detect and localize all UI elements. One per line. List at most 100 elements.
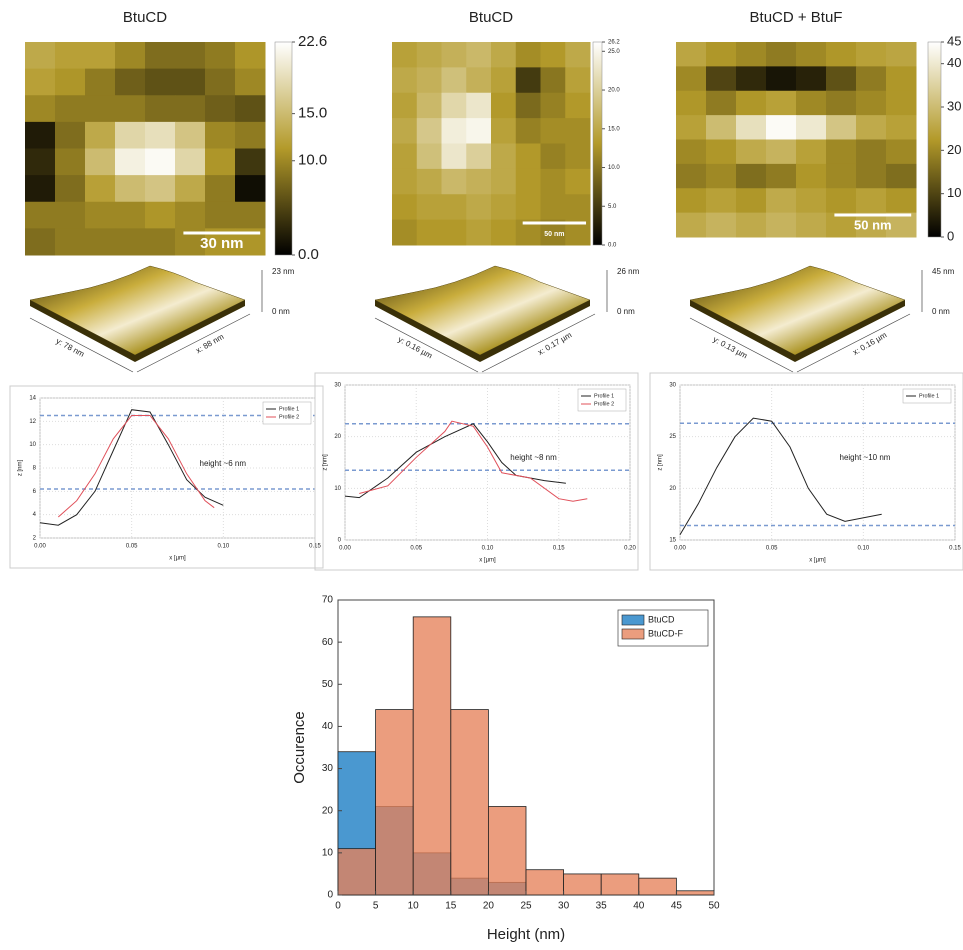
surface-3d: 45 nm0 nmy: 0.13 µmx: 0.16 µm [690,266,955,372]
heatmap-cell [516,93,541,119]
surface-3d: 26 nm0 nmy: 0.16 µmx: 0.17 µm [375,266,640,372]
colorbar-tick-label: 20 [947,142,961,157]
heatmap-cell [541,194,566,220]
heatmap-cell [55,42,86,69]
heatmap-cell [145,42,176,69]
heatmap-cell [85,175,116,202]
y-tick-label: 20 [669,486,676,492]
surface-3d: 23 nm0 nmy: 78 nmx: 88 nm [30,266,295,372]
heatmap-cell [516,144,541,170]
heatmap-cell [175,42,206,69]
heatmap-cell [417,93,442,119]
heatmap-cell [856,115,887,140]
y-tick-label: 50 [322,679,334,690]
heatmap-cell [796,140,827,165]
heatmap-cell [392,93,417,119]
heatmap-cell [766,115,797,140]
annotation: height ~6 nm [200,459,247,468]
colorbar-tick-label: 45 [947,33,961,48]
heatmap-cell [392,169,417,195]
heatmap-cell [826,91,857,116]
x-axis-label: x [µm] [169,556,186,562]
heatmap-cell [85,202,116,229]
heatmap-cell [886,91,917,116]
heatmap-cell [417,169,442,195]
legend-box [263,402,311,424]
heatmap-cell [145,228,176,255]
heatmap-cell [796,115,827,140]
heatmap-cell [826,188,857,213]
y-tick-label: 4 [33,512,37,518]
heatmap-cell [491,194,516,220]
heatmap-cell [392,118,417,144]
heatmap-cell [145,95,176,122]
heatmap-cell [115,175,146,202]
heatmap-cell [235,149,266,176]
heatmap-cell [235,95,266,122]
heatmap-cell [205,42,236,69]
heatmap-cell [392,194,417,220]
heatmap-cell [205,202,236,229]
scale-bar-label: 30 nm [200,235,243,252]
heatmap-cell [886,42,917,67]
heatmap-cell [466,194,491,220]
heatmap-cell [466,144,491,170]
heatmap-cell [25,175,56,202]
x-tick-label: 5 [373,901,379,912]
x-tick-label: 0.05 [410,546,422,552]
heatmap-cell [442,144,467,170]
heatmap-cell [145,175,176,202]
heatmap-cell [442,169,467,195]
heatmap-cell [145,69,176,96]
heatmap-cell [736,91,767,116]
heatmap-cell [766,66,797,91]
heatmap-cell [706,188,737,213]
colorbar-tick-label: 20.0 [608,88,620,94]
y-range-label: y: 0.16 µm [397,335,435,361]
x-tick-label: 0.10 [482,546,494,552]
scale-bar-label: 50 nm [544,231,564,238]
heatmap-cell [25,228,56,255]
heatmap-cell [796,91,827,116]
heatmap-cell [886,115,917,140]
heatmap-cell [85,122,116,149]
heatmap-cell [706,91,737,116]
heatmap-cell [736,164,767,189]
heatmap-cell [826,115,857,140]
heatmap-cell [766,91,797,116]
x-tick-label: 0 [335,901,341,912]
heatmap-cell [466,169,491,195]
colorbar-tick-label: 0.0 [608,243,617,249]
figure: BtuCD22.615.010.00.030 nmBtuCD26.225.020… [0,0,963,945]
y-tick-label: 10 [322,847,334,858]
y-tick-label: 20 [322,805,334,816]
heatmap-cell [417,67,442,93]
heatmap-cell [565,194,590,220]
legend-label: Profile 1 [279,406,299,412]
heatmap-cell [25,122,56,149]
heatmap-cell [55,122,86,149]
heatmap-cell [706,115,737,140]
y-range-label: y: 0.13 µm [712,335,750,361]
annotation: height ~8 nm [510,453,557,462]
heatmap-cell [417,42,442,68]
y-range-label: y: 78 nm [55,336,87,359]
heatmap-cell [392,144,417,170]
heatmap-cell [516,169,541,195]
histogram-bar [526,870,564,895]
histogram-bar [564,874,602,895]
z-min-label: 0 nm [272,307,290,316]
heatmap-cell [491,144,516,170]
heatmap-cell [706,42,737,67]
heatmap-cell [856,188,887,213]
heatmap-cell [466,42,491,68]
heatmap-cell [856,164,887,189]
panel-title: BtuCD [123,9,167,26]
heatmap-cell [826,164,857,189]
heatmap-cell [516,67,541,93]
x-axis-label: x [µm] [479,558,496,564]
x-tick-label: 50 [708,901,720,912]
heatmap-cell [676,140,707,165]
z-max-label: 45 nm [932,267,955,276]
histogram-bar [451,710,489,895]
